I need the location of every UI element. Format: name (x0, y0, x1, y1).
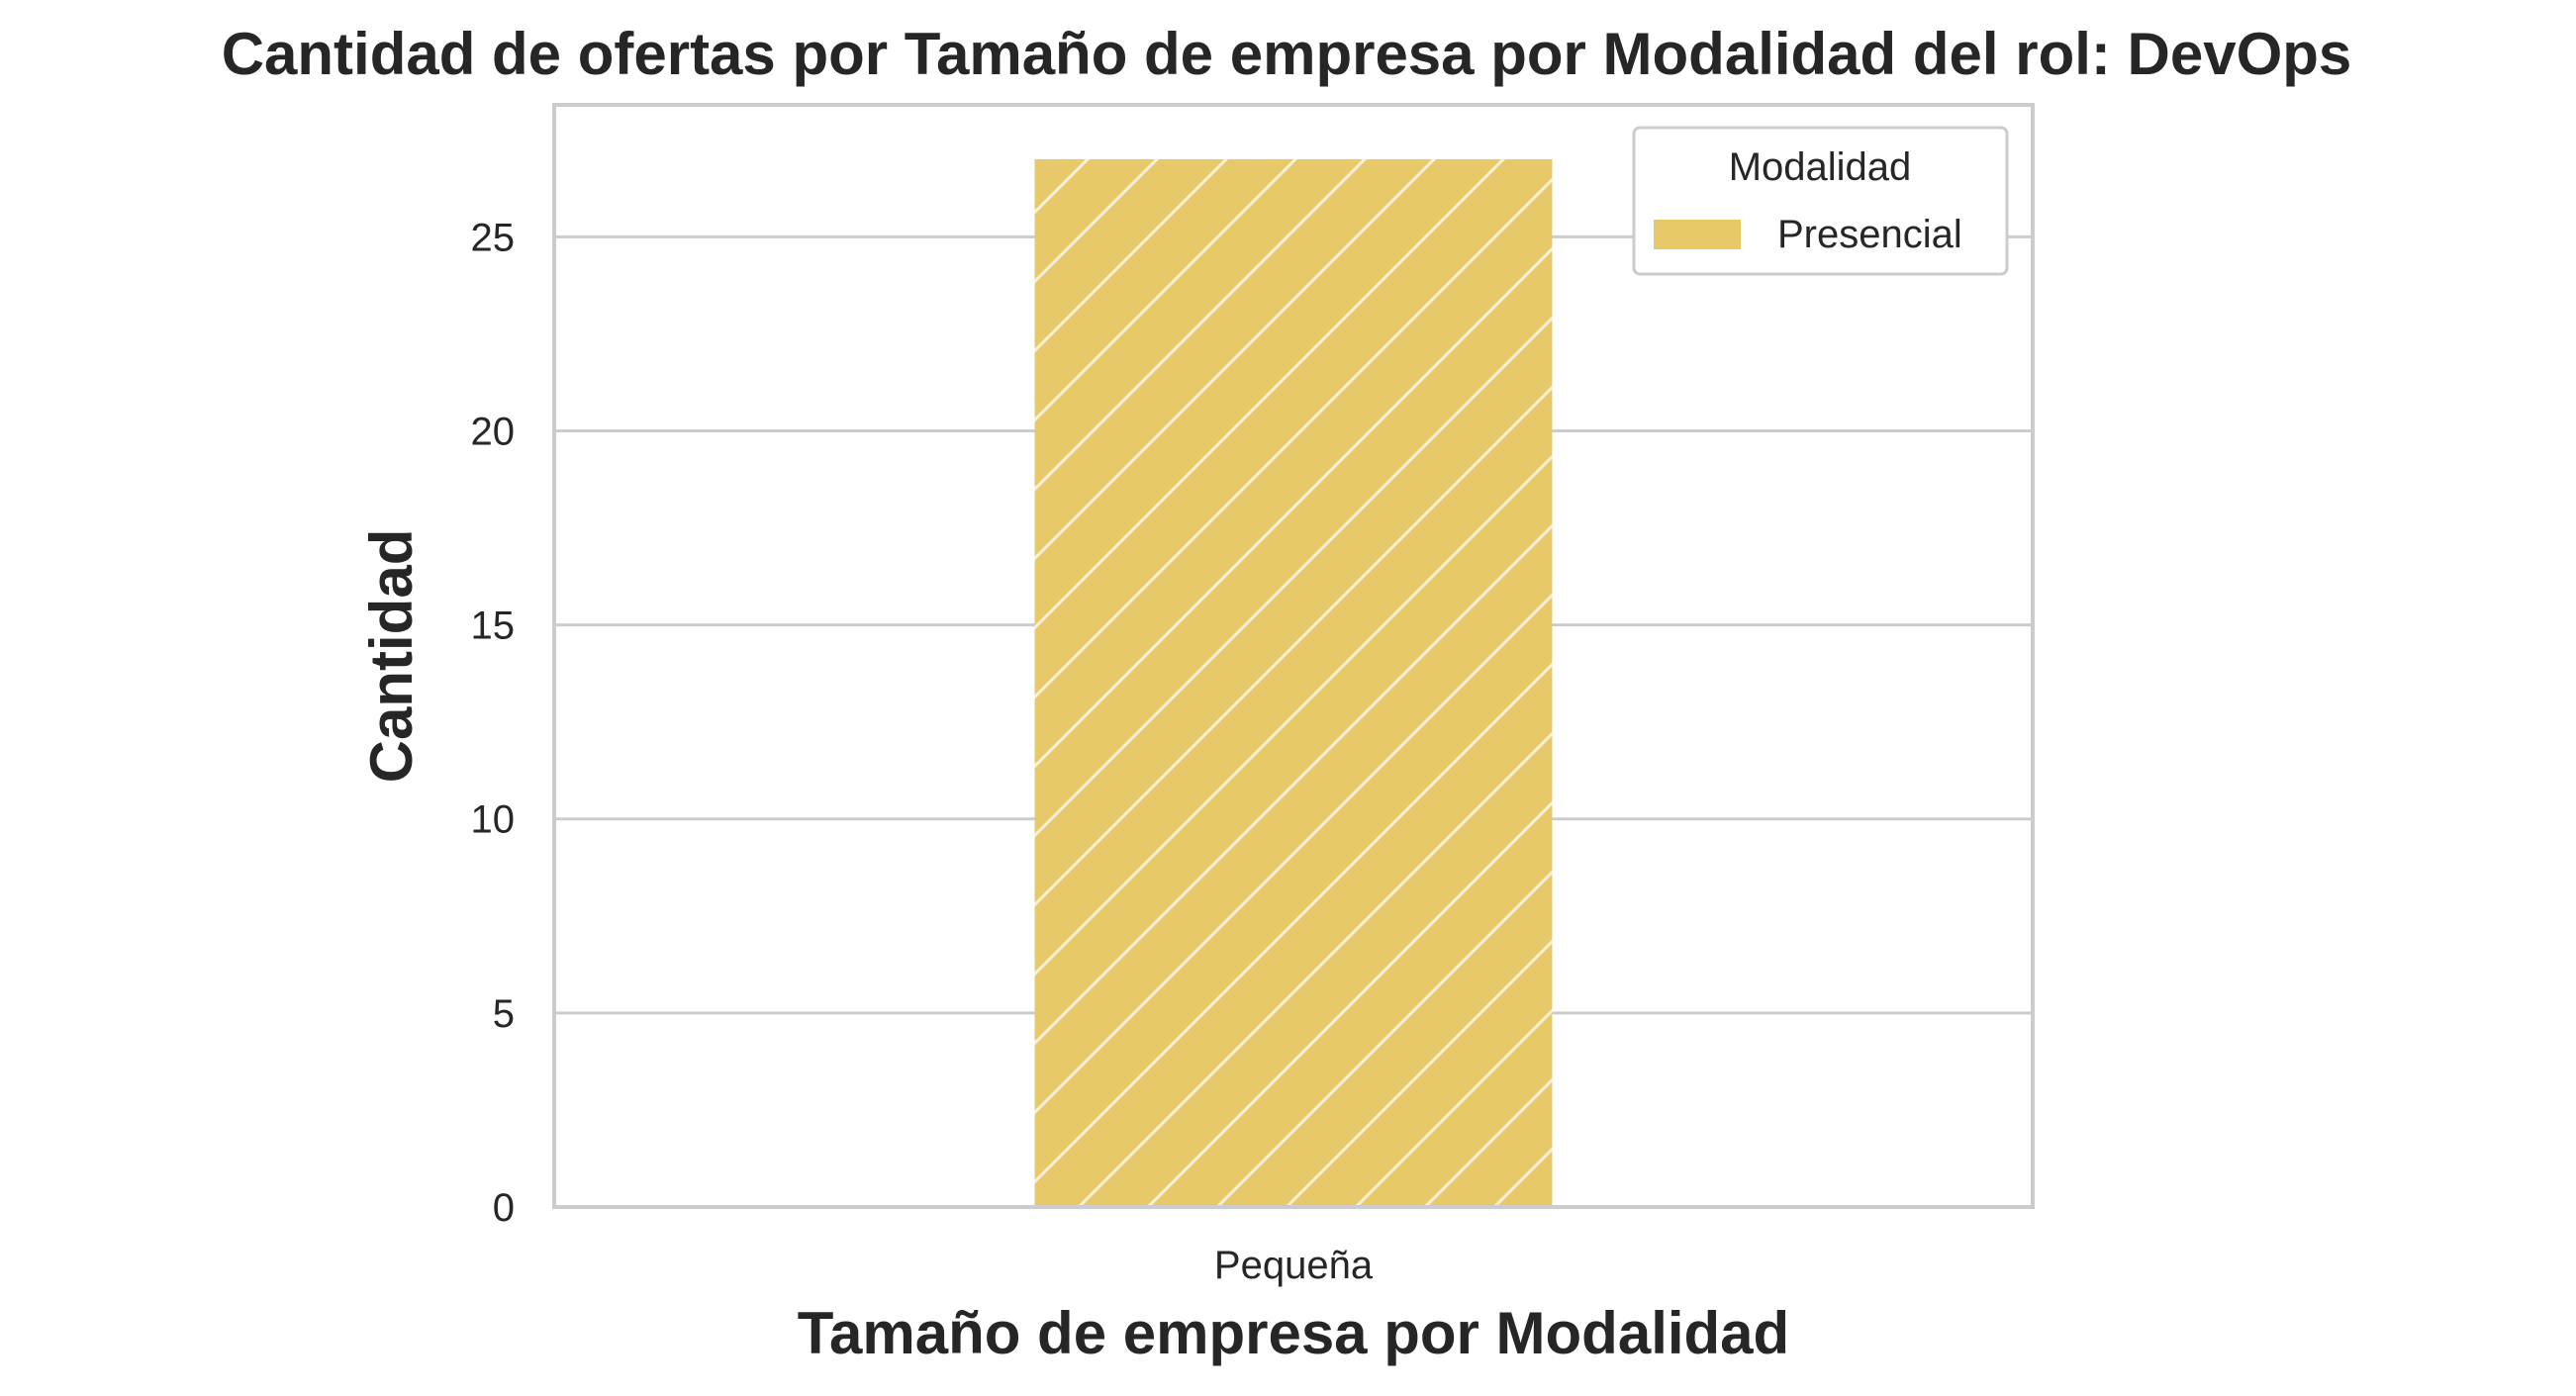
y-tick-label-5: 5 (493, 992, 515, 1036)
x-tick-label-0: Pequeña (1214, 1244, 1374, 1287)
bar-hatch-pequeña-presencial (1034, 158, 1553, 1207)
chart-title: Cantidad de ofertas por Tamaño de empres… (222, 21, 2352, 87)
x-axis-title: Tamaño de empresa por Modalidad (798, 1300, 1789, 1366)
legend-label-presencial: Presencial (1777, 213, 1962, 256)
y-tick-label-10: 10 (471, 798, 516, 842)
legend-swatch-presencial (1654, 220, 1741, 249)
y-tick-labels: 0 5 10 15 20 25 (471, 216, 516, 1230)
bars (1034, 158, 1553, 1207)
y-tick-label-0: 0 (493, 1186, 515, 1230)
legend-title: Modalidad (1729, 145, 1912, 189)
y-tick-label-20: 20 (471, 410, 516, 453)
x-tick-labels: Pequeña (1214, 1244, 1374, 1287)
y-tick-label-15: 15 (471, 605, 516, 648)
plot-frame (552, 103, 2035, 1209)
y-axis-title: Cantidad (358, 529, 425, 784)
legend: Modalidad Presencial (1632, 126, 2009, 276)
y-tick-label-25: 25 (471, 216, 516, 259)
